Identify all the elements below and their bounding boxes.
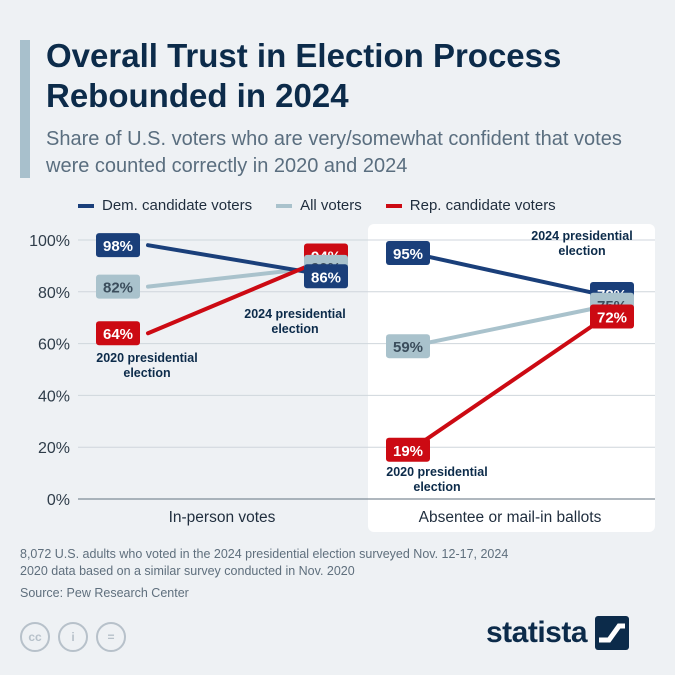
data-label: 95% xyxy=(393,246,423,263)
data-label-badge xyxy=(304,264,348,289)
data-label-badge xyxy=(96,233,140,258)
data-label: 98% xyxy=(103,238,133,255)
y-tick-label: 60% xyxy=(38,337,70,354)
data-label: 59% xyxy=(393,339,423,356)
y-tick-label: 100% xyxy=(29,233,70,250)
annotation-label: 2024 presidential xyxy=(531,229,632,243)
x-category-label: In-person votes xyxy=(169,509,276,526)
chart-subtitle: Share of U.S. voters who are very/somewh… xyxy=(46,128,622,177)
data-label: 86% xyxy=(311,269,341,286)
legend: Dem. candidate voters All voters Rep. ca… xyxy=(78,197,556,214)
annotation-label: election xyxy=(123,366,170,380)
annotation-label: 2020 presidential xyxy=(386,465,487,479)
legend-swatch-all xyxy=(276,203,293,208)
series-line-dem xyxy=(409,250,614,299)
statista-mark-icon xyxy=(595,616,630,650)
data-label-badge xyxy=(590,304,634,329)
title-accent-bar xyxy=(20,40,30,178)
y-tick-label: 40% xyxy=(38,388,70,405)
no-derivatives-icon[interactable]: = xyxy=(96,622,126,652)
attribution-icon[interactable]: i xyxy=(58,622,88,652)
annotation-label: election xyxy=(271,322,318,336)
panel-background xyxy=(368,224,655,532)
data-label: 82% xyxy=(103,280,133,297)
series-line-all xyxy=(409,302,614,349)
y-tick-label: 0% xyxy=(47,492,70,509)
data-label-badge xyxy=(386,437,430,462)
legend-label-all: All voters xyxy=(300,197,362,214)
annotation-label: 2020 presidential xyxy=(96,351,197,365)
legend-label-rep: Rep. candidate voters xyxy=(409,197,556,214)
data-label: 72% xyxy=(597,310,627,327)
annotation-label: election xyxy=(558,244,605,258)
logo-wordmark: statista xyxy=(486,616,588,649)
footnote: 8,072 U.S. adults who voted in the 2024 … xyxy=(20,546,508,580)
y-tick-label: 20% xyxy=(38,440,70,457)
legend-item-rep: Rep. candidate voters xyxy=(385,197,556,214)
y-tick-label: 80% xyxy=(38,285,70,302)
series-line-rep xyxy=(146,253,335,336)
legend-swatch-rep xyxy=(385,203,402,208)
annotation-label: election xyxy=(413,480,460,494)
legend-item-dem: Dem. candidate voters xyxy=(78,197,252,214)
annotation-label: 2024 presidential xyxy=(244,307,345,321)
data-label-badge xyxy=(96,274,140,299)
series-line-rep xyxy=(409,310,614,452)
data-label: 19% xyxy=(393,443,423,460)
data-label-badge xyxy=(386,334,430,359)
source-note: Source: Pew Research Center xyxy=(20,586,189,600)
legend-swatch-dem xyxy=(78,203,94,208)
license-icons: cc i = xyxy=(20,622,126,652)
statista-logo[interactable]: statista xyxy=(486,616,630,650)
legend-item-all: All voters xyxy=(276,197,362,214)
footnote-line: 2020 data based on a similar survey cond… xyxy=(20,564,355,578)
legend-label-dem: Dem. candidate voters xyxy=(102,197,253,214)
footnote-line: 8,072 U.S. adults who voted in the 2024 … xyxy=(20,547,509,561)
data-label-badge xyxy=(386,240,430,265)
data-label: 64% xyxy=(103,326,133,343)
data-label-badge xyxy=(96,321,140,346)
x-category-label: Absentee or mail-in ballots xyxy=(419,509,602,526)
chart-title: Overall Trust in Election Process Reboun… xyxy=(46,37,562,114)
series-line-dem xyxy=(146,243,335,279)
creative-commons-icon[interactable]: cc xyxy=(20,622,50,652)
